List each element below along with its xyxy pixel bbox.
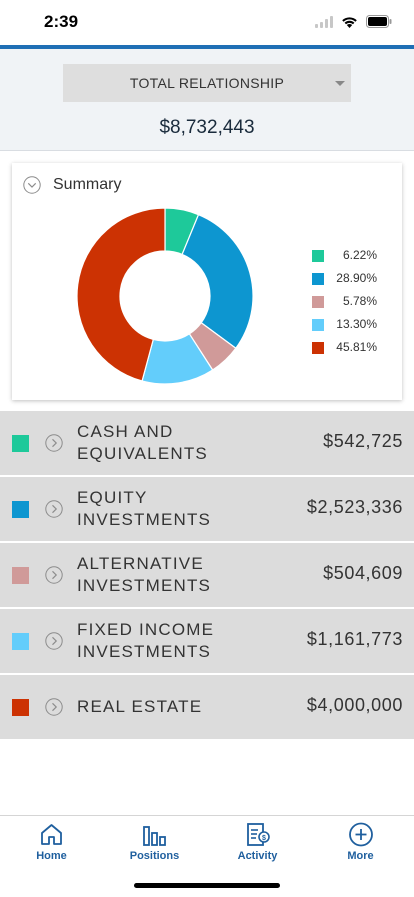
- legend-item: 5.78%: [312, 293, 392, 316]
- relationship-panel: TOTAL RELATIONSHIP $8,732,443: [0, 49, 414, 151]
- status-time: 2:39: [44, 12, 79, 31]
- legend-item: 13.30%: [312, 316, 392, 339]
- status-bar: 2:39: [0, 0, 414, 46]
- asset-class-list: CASH AND EQUIVALENTS $542,725 EQUITY INVESTM…: [0, 411, 414, 741]
- cellular-signal-icon: [315, 15, 333, 33]
- relationship-dropdown[interactable]: TOTAL RELATIONSHIP: [63, 64, 351, 102]
- legend-swatch: [312, 319, 324, 331]
- asset-class-row[interactable]: FIXED INCOME INVESTMENTS $1,161,773: [0, 609, 414, 673]
- asset-class-row[interactable]: ALTERNATIVE INVESTMENTS $504,609: [0, 543, 414, 607]
- asset-color-swatch: [12, 501, 29, 518]
- donut-slice: [181, 213, 254, 350]
- allocation-donut-chart: [76, 207, 254, 385]
- legend-value: 5.78%: [342, 294, 377, 308]
- relationship-dropdown-value: TOTAL RELATIONSHIP: [129, 75, 285, 91]
- legend-value: 28.90%: [336, 271, 377, 285]
- summary-collapse-icon[interactable]: [23, 176, 41, 194]
- legend-swatch: [312, 273, 324, 285]
- asset-class-value: $542,725: [323, 431, 403, 451]
- tab-more-label: More: [347, 850, 374, 862]
- asset-class-label: FIXED INCOME INVESTMENTS: [77, 619, 277, 663]
- asset-class-row[interactable]: EQUITY INVESTMENTS $2,523,336: [0, 477, 414, 541]
- asset-class-label-line2: EQUIVALENTS: [77, 444, 208, 463]
- total-relationship-value: $8,732,443: [159, 117, 255, 138]
- asset-class-label-line2: INVESTMENTS: [77, 642, 212, 661]
- battery-icon: [366, 15, 392, 33]
- tab-activity[interactable]: $ Activity: [206, 816, 309, 876]
- asset-class-label-line1: REAL ESTATE: [77, 697, 203, 716]
- tab-positions-label: Positions: [129, 850, 180, 862]
- tab-activity-label: Activity: [237, 850, 278, 862]
- legend-item: 45.81%: [312, 339, 392, 362]
- asset-color-swatch: [12, 633, 29, 650]
- home-indicator: [134, 883, 280, 888]
- tab-home-label: Home: [36, 850, 67, 862]
- asset-class-row[interactable]: REAL ESTATE $4,000,000: [0, 675, 414, 739]
- asset-class-value: $4,000,000: [306, 695, 403, 715]
- asset-class-label: REAL ESTATE: [77, 696, 277, 718]
- asset-class-value: $504,609: [323, 563, 403, 583]
- legend-item: 6.22%: [312, 247, 392, 270]
- tab-positions[interactable]: Positions: [103, 816, 206, 876]
- legend-value: 6.22%: [342, 248, 377, 262]
- donut-slice: [76, 207, 166, 382]
- asset-class-value: $1,161,773: [306, 629, 403, 649]
- tab-home[interactable]: Home: [0, 816, 103, 876]
- dropdown-arrow-icon: [335, 81, 345, 86]
- legend-swatch: [312, 296, 324, 308]
- legend-item: 28.90%: [312, 270, 392, 293]
- asset-class-label-line2: INVESTMENTS: [77, 576, 212, 595]
- asset-class-label-line1: EQUITY: [77, 488, 148, 507]
- status-icons: [315, 15, 392, 33]
- wifi-icon: [341, 15, 358, 33]
- asset-color-swatch: [12, 567, 29, 584]
- legend-swatch: [312, 250, 324, 262]
- chevron-right-icon[interactable]: [45, 434, 63, 452]
- asset-class-label: EQUITY INVESTMENTS: [77, 487, 277, 531]
- asset-color-swatch: [12, 435, 29, 452]
- summary-card: Summary 6.22% 28.90% 5.78% 13.30% 45.81%: [12, 163, 402, 400]
- chart-legend: 6.22% 28.90% 5.78% 13.30% 45.81%: [312, 247, 392, 362]
- chevron-right-icon[interactable]: [45, 632, 63, 650]
- svg-text:$: $: [262, 835, 266, 842]
- asset-class-value: $2,523,336: [306, 497, 403, 517]
- asset-class-label: CASH AND EQUIVALENTS: [77, 421, 277, 465]
- legend-swatch: [312, 342, 324, 354]
- asset-class-label: ALTERNATIVE INVESTMENTS: [77, 553, 277, 597]
- asset-class-label-line1: CASH AND: [77, 422, 174, 441]
- chevron-right-icon[interactable]: [45, 698, 63, 716]
- summary-title: Summary: [53, 176, 122, 193]
- asset-class-label-line1: ALTERNATIVE: [77, 554, 204, 573]
- legend-value: 45.81%: [336, 340, 377, 354]
- asset-color-swatch: [12, 699, 29, 716]
- asset-class-label-line1: FIXED INCOME: [77, 620, 215, 639]
- chevron-right-icon[interactable]: [45, 500, 63, 518]
- tab-more[interactable]: More: [309, 816, 412, 876]
- legend-value: 13.30%: [336, 317, 377, 331]
- asset-class-label-line2: INVESTMENTS: [77, 510, 212, 529]
- header-accent-bar: [0, 45, 414, 49]
- chevron-right-icon[interactable]: [45, 566, 63, 584]
- asset-class-row[interactable]: CASH AND EQUIVALENTS $542,725: [0, 411, 414, 475]
